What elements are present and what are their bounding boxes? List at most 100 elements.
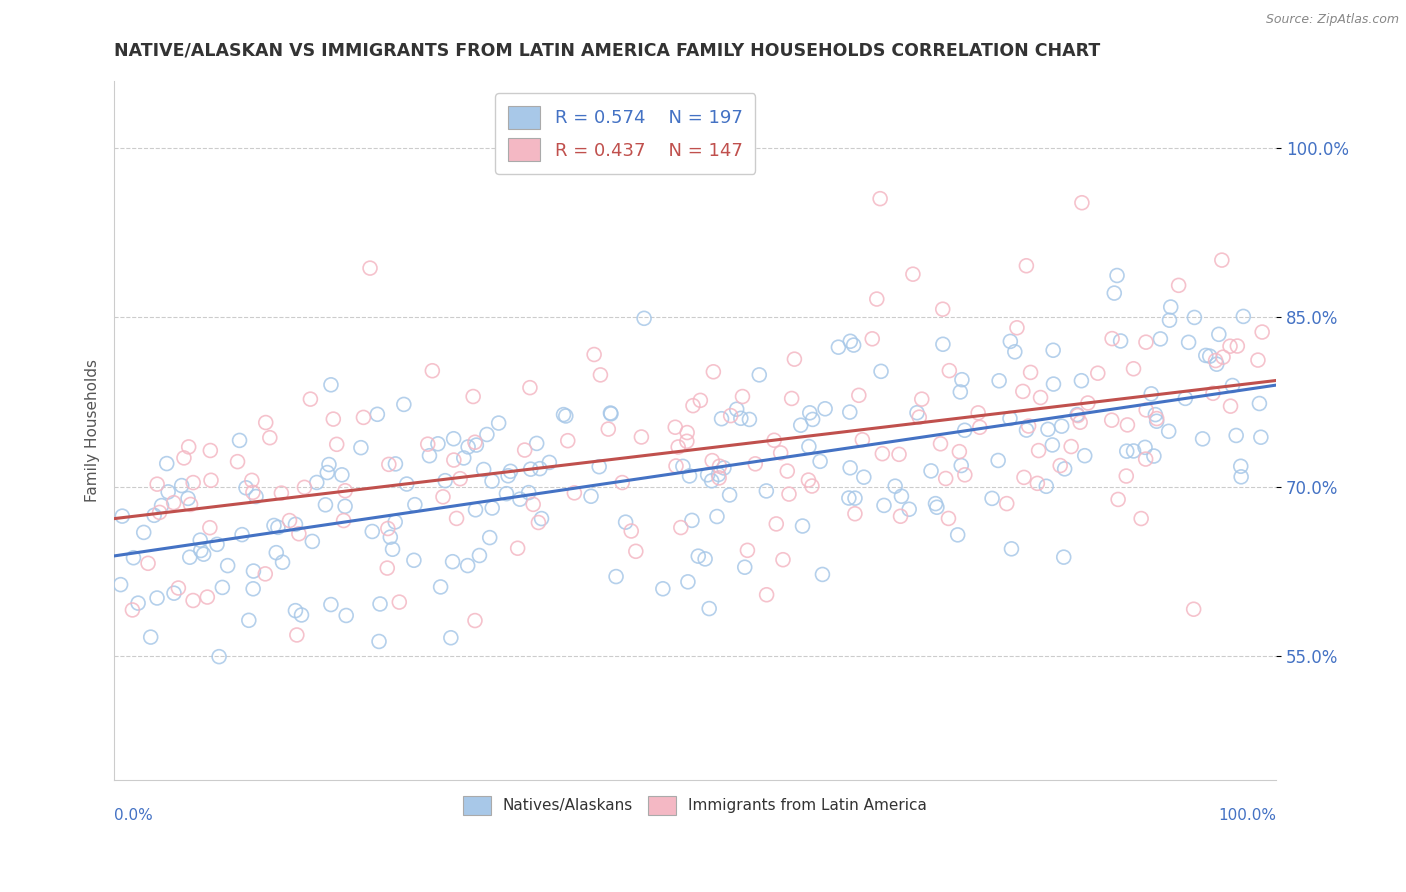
Point	[651, 582, 673, 596]
Point	[228, 434, 250, 448]
Point	[1122, 361, 1144, 376]
Point	[676, 574, 699, 589]
Point	[1107, 492, 1129, 507]
Point	[522, 497, 544, 511]
Point	[285, 628, 308, 642]
Point	[725, 402, 748, 417]
Point	[676, 434, 699, 449]
Point	[475, 427, 498, 442]
Point	[814, 401, 837, 416]
Point	[1036, 422, 1059, 436]
Point	[1219, 339, 1241, 353]
Point	[335, 608, 357, 623]
Point	[1101, 332, 1123, 346]
Point	[967, 406, 990, 420]
Point	[377, 522, 399, 536]
Point	[519, 381, 541, 395]
Point	[426, 437, 449, 451]
Point	[316, 466, 339, 480]
Point	[429, 580, 451, 594]
Point	[122, 550, 145, 565]
Point	[844, 491, 866, 505]
Point	[402, 553, 425, 567]
Point	[156, 457, 179, 471]
Point	[420, 364, 443, 378]
Point	[769, 446, 792, 460]
Point	[1019, 365, 1042, 379]
Point	[384, 457, 406, 471]
Point	[432, 490, 454, 504]
Point	[319, 598, 342, 612]
Point	[710, 411, 733, 425]
Point	[181, 593, 204, 607]
Point	[1130, 511, 1153, 525]
Point	[378, 458, 401, 472]
Point	[446, 511, 468, 525]
Point	[797, 473, 820, 487]
Point	[827, 340, 849, 354]
Point	[780, 392, 803, 406]
Point	[1174, 392, 1197, 406]
Point	[254, 566, 277, 581]
Point	[1028, 443, 1050, 458]
Text: 100.0%: 100.0%	[1218, 807, 1277, 822]
Point	[1087, 366, 1109, 380]
Point	[1195, 348, 1218, 362]
Point	[472, 462, 495, 476]
Point	[730, 411, 752, 425]
Point	[801, 412, 824, 426]
Point	[416, 437, 439, 451]
Point	[884, 479, 907, 493]
Point	[1146, 411, 1168, 425]
Point	[672, 459, 695, 474]
Point	[381, 542, 404, 557]
Point	[392, 397, 415, 411]
Point	[509, 492, 531, 507]
Point	[1042, 343, 1064, 358]
Point	[583, 347, 606, 361]
Point	[200, 443, 222, 458]
Point	[368, 597, 391, 611]
Point	[682, 399, 704, 413]
Point	[1122, 444, 1144, 458]
Point	[1135, 452, 1157, 467]
Point	[589, 368, 612, 382]
Point	[872, 447, 894, 461]
Point	[681, 513, 703, 527]
Point	[301, 534, 323, 549]
Point	[177, 491, 200, 506]
Text: 0.0%: 0.0%	[114, 807, 153, 822]
Point	[519, 462, 541, 476]
Point	[1109, 334, 1132, 348]
Point	[457, 558, 479, 573]
Point	[464, 503, 486, 517]
Point	[506, 541, 529, 556]
Point	[465, 438, 488, 452]
Point	[157, 484, 180, 499]
Point	[529, 461, 551, 475]
Point	[848, 388, 870, 402]
Point	[1230, 470, 1253, 484]
Point	[1177, 335, 1199, 350]
Point	[799, 406, 821, 420]
Point	[1104, 286, 1126, 301]
Point	[932, 302, 955, 317]
Point	[226, 455, 249, 469]
Point	[1000, 541, 1022, 556]
Point	[352, 410, 374, 425]
Point	[1144, 408, 1167, 422]
Point	[325, 437, 347, 451]
Point	[598, 422, 620, 436]
Point	[1067, 409, 1090, 423]
Point	[235, 481, 257, 495]
Point	[1015, 423, 1038, 437]
Point	[844, 507, 866, 521]
Point	[696, 467, 718, 482]
Point	[240, 473, 263, 487]
Point	[513, 443, 536, 458]
Point	[195, 590, 218, 604]
Point	[1101, 413, 1123, 427]
Point	[463, 390, 485, 404]
Point	[870, 364, 893, 378]
Point	[526, 436, 548, 450]
